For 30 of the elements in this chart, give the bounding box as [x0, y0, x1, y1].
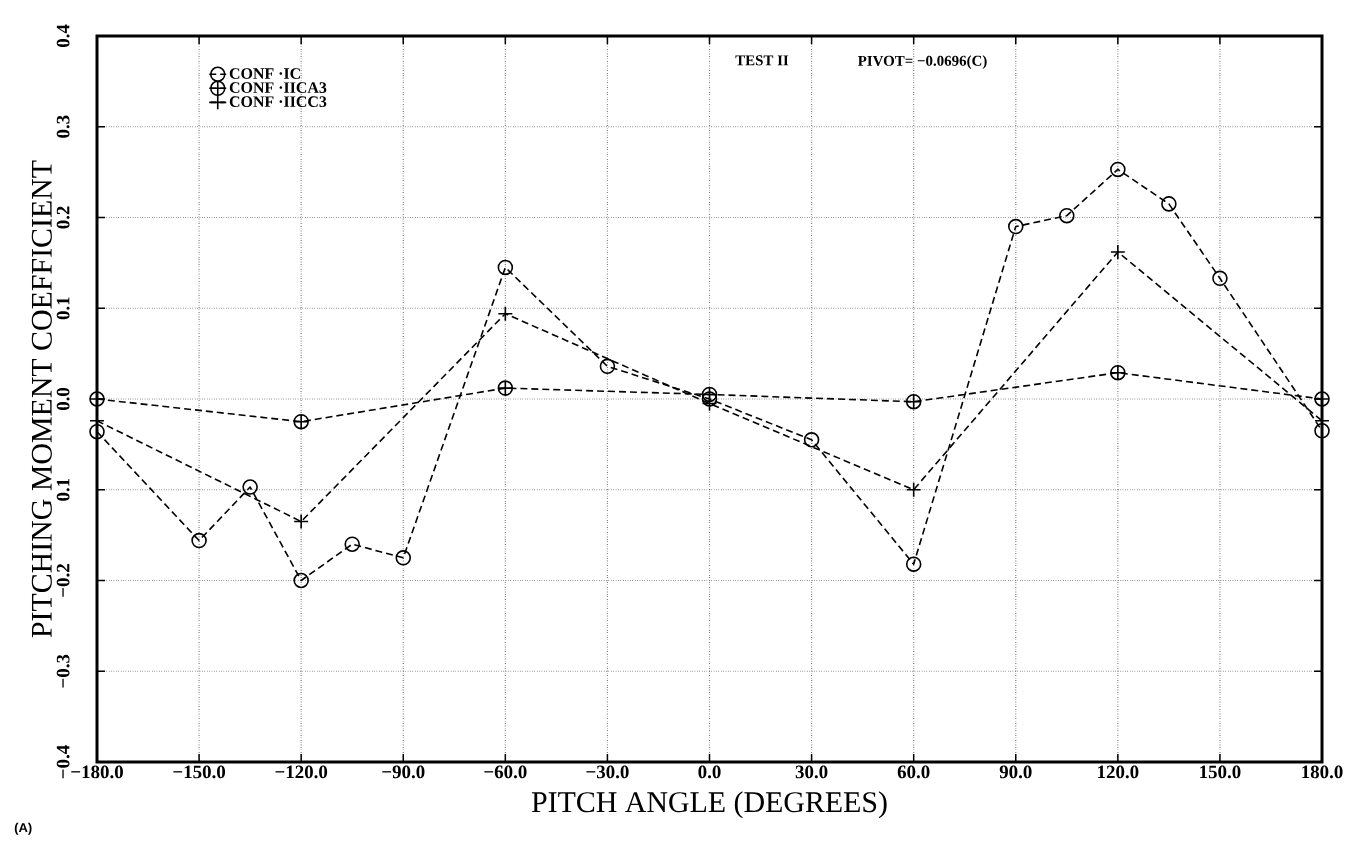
y-axis-title: PITCHING MOMENT COEFFICIENT — [31, 160, 52, 638]
y-tick-label: 0.2 — [56, 206, 70, 229]
text: (A) — [14, 822, 32, 835]
annotation: TEST II — [735, 55, 789, 66]
y-tick-label: −0.3 — [56, 654, 70, 688]
x-tick-label: −30.0 — [586, 765, 629, 779]
y-tick-label: 0.4 — [56, 24, 70, 48]
x-tick-label: −150.0 — [173, 765, 226, 779]
legend-label: CONF ·IC — [229, 68, 300, 79]
x-tick-label: 150.0 — [1200, 765, 1241, 779]
x-tick-label: 180.0 — [1302, 765, 1343, 779]
y-tick-label: 0.1 — [56, 297, 70, 320]
x-tick-label: 0.0 — [698, 765, 721, 779]
x-tick-label: −180.0 — [71, 765, 123, 779]
annotation: PIVOT= −0.0696(C) — [857, 55, 987, 69]
x-axis-title: PITCH ANGLE (DEGREES) — [531, 791, 887, 819]
x-tick-label: 120.0 — [1098, 765, 1139, 779]
y-tick-label: 0.1 — [56, 478, 70, 501]
x-tick-label: 30.0 — [795, 765, 828, 779]
y-tick-label: 0.0 — [56, 387, 70, 411]
y-tick-label: −0.2 — [56, 564, 70, 597]
x-tick-label: −60.0 — [484, 765, 527, 779]
x-tick-label: 90.0 — [999, 765, 1032, 779]
legend-label: CONF ·IICA3 — [229, 82, 327, 93]
x-tick-label: 60.0 — [897, 765, 930, 779]
legend-label: CONF ·IICC3 — [229, 96, 327, 108]
y-tick-label: 0.3 — [56, 115, 70, 138]
y-tick-label: −0.4 — [56, 745, 70, 779]
x-tick-label: −120.0 — [275, 765, 328, 779]
x-tick-label: −90.0 — [382, 765, 425, 779]
